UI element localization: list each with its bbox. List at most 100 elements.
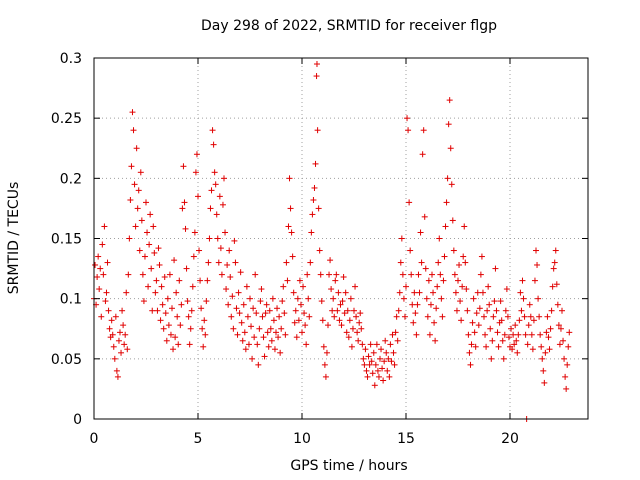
data-point [435, 259, 442, 266]
data-point [400, 295, 407, 302]
data-point [191, 229, 198, 236]
data-point [515, 331, 522, 338]
data-point [474, 289, 481, 296]
data-point [341, 310, 348, 317]
data-point [281, 310, 288, 317]
data-point [112, 313, 119, 320]
data-point [105, 307, 112, 314]
data-point [342, 289, 349, 296]
data-point [228, 313, 235, 320]
data-point [343, 329, 350, 336]
data-point [391, 361, 398, 368]
data-point [239, 337, 246, 344]
data-point [164, 295, 171, 302]
data-point [231, 237, 238, 244]
data-point [441, 253, 448, 260]
data-point [345, 334, 352, 341]
data-point [236, 310, 243, 317]
data-point [273, 329, 279, 336]
data-point [321, 361, 328, 368]
data-point [328, 286, 335, 293]
data-point [261, 353, 268, 360]
data-point [334, 307, 341, 314]
data-point [375, 373, 382, 380]
x-tick-label: 5 [194, 431, 203, 447]
data-point [385, 355, 392, 362]
data-point [539, 355, 546, 362]
data-point [313, 61, 320, 68]
data-point [96, 286, 103, 293]
data-point [205, 259, 212, 266]
data-point [371, 382, 378, 389]
data-point [445, 121, 452, 128]
data-point [393, 313, 400, 320]
data-point [249, 355, 256, 362]
data-point [260, 334, 267, 341]
data-point [270, 317, 277, 324]
data-point [356, 319, 363, 326]
data-point [384, 367, 391, 374]
data-point [516, 317, 523, 324]
data-point [256, 325, 263, 332]
data-point [372, 361, 379, 368]
data-point [437, 271, 444, 278]
data-point [157, 317, 164, 324]
data-point [213, 211, 220, 218]
data-point [271, 346, 278, 353]
data-point [278, 325, 285, 332]
data-point [319, 317, 326, 324]
y-tick-label: 0 [73, 412, 82, 428]
data-point [533, 247, 539, 254]
data-point [401, 313, 408, 320]
data-point [531, 277, 538, 284]
data-point [358, 325, 365, 332]
data-point [504, 313, 511, 320]
data-point [294, 295, 301, 302]
data-point [360, 355, 367, 362]
y-tick-label: 0.1 [60, 292, 82, 308]
data-point [176, 277, 183, 284]
data-point [286, 175, 293, 182]
data-point [282, 331, 289, 338]
data-point [335, 289, 342, 296]
data-point [379, 365, 386, 372]
data-point [119, 307, 126, 314]
y-tick-label: 0.3 [60, 51, 82, 67]
data-point [295, 317, 302, 324]
data-point [245, 341, 252, 348]
data-point [399, 271, 406, 278]
data-point [502, 307, 509, 314]
data-point [156, 261, 163, 268]
data-point [397, 259, 404, 266]
data-point [434, 283, 441, 290]
data-point [366, 361, 373, 368]
data-point [167, 331, 174, 338]
data-point [259, 313, 266, 320]
data-point [451, 271, 458, 278]
data-point [123, 289, 130, 296]
data-point [493, 307, 500, 314]
data-point [285, 223, 292, 230]
data-point [244, 313, 251, 320]
data-point [211, 169, 218, 176]
grid [94, 58, 588, 419]
data-point [207, 205, 214, 212]
data-point [95, 253, 102, 260]
data-point [359, 341, 366, 348]
data-point [346, 317, 353, 324]
data-point [548, 307, 555, 314]
data-point [174, 313, 181, 320]
data-point [499, 337, 506, 344]
data-point [221, 175, 227, 182]
data-point [230, 325, 237, 332]
data-point [137, 169, 144, 176]
data-point [320, 343, 327, 350]
data-point [152, 289, 159, 296]
data-point [519, 277, 526, 284]
data-point [550, 265, 557, 272]
data-point [422, 265, 429, 272]
data-point [489, 337, 496, 344]
data-point [492, 265, 499, 272]
data-point [476, 305, 483, 312]
data-point [196, 247, 203, 254]
